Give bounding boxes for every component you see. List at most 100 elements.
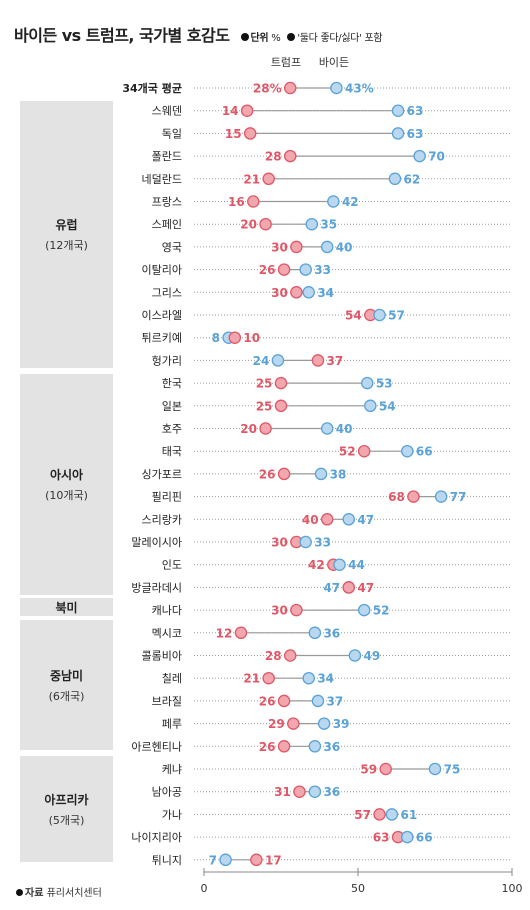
biden-dot xyxy=(391,127,405,140)
biden-dot xyxy=(342,513,356,526)
biden-value-label: 47 xyxy=(323,581,340,595)
trump-value-label: 17 xyxy=(265,853,282,867)
trump-value-label: 28% xyxy=(253,82,282,96)
trump-value-label: 26 xyxy=(259,263,276,277)
biden-dot xyxy=(373,308,386,322)
country-label: 말레이시아 xyxy=(131,536,182,549)
trump-dot xyxy=(274,376,288,390)
trump-value-label: 21 xyxy=(243,672,260,686)
biden-value-label: 33 xyxy=(314,263,331,277)
country-label: 싱가포르 xyxy=(142,468,182,481)
country-label: 페루 xyxy=(162,718,182,731)
region-asia: 아시아 (10개국) xyxy=(20,374,113,595)
biden-dot xyxy=(357,603,371,617)
unit-value: % xyxy=(271,33,281,44)
trump-value-label: 54 xyxy=(345,309,362,323)
trump-dot xyxy=(290,286,303,299)
trump-dot xyxy=(259,217,272,231)
trump-dot xyxy=(277,694,291,708)
trump-value-label: 26 xyxy=(259,467,276,481)
trump-value-label: 30 xyxy=(271,286,288,300)
country-label: 가나 xyxy=(162,808,182,821)
trump-value-label: 63 xyxy=(373,831,390,845)
region-latin-america: 중남미 (6개국) xyxy=(20,620,113,750)
trump-dot xyxy=(320,513,334,526)
biden-value-label: 24 xyxy=(253,354,270,368)
trump-value-label: 52 xyxy=(339,445,356,459)
biden-value-label: 53 xyxy=(376,377,393,391)
trump-dot xyxy=(277,467,291,481)
region-europe: 유럽 (12개국) xyxy=(20,101,113,368)
biden-value-label: 44 xyxy=(348,558,365,572)
trump-value-label: 21 xyxy=(243,172,260,186)
trump-value-label: 29 xyxy=(268,717,285,731)
biden-value-label: 36 xyxy=(323,785,340,799)
biden-dot xyxy=(364,399,377,413)
country-label: 남아공 xyxy=(152,786,182,799)
biden-value-label: 49 xyxy=(364,649,381,663)
region-name: 유럽 xyxy=(55,218,78,232)
country-label: 튀니지 xyxy=(152,854,182,867)
country-label: 인도 xyxy=(162,559,182,572)
biden-value-label: 77 xyxy=(450,490,467,504)
biden-value-label: 37 xyxy=(327,694,344,708)
biden-dot xyxy=(333,558,346,571)
trump-value-label: 28 xyxy=(265,649,282,663)
trump-dot xyxy=(274,399,288,413)
trump-dot xyxy=(283,81,297,95)
country-label: 이탈리아 xyxy=(142,264,182,277)
source-note: 자료 퓨리서치센터 xyxy=(16,884,102,899)
biden-value-label: 54 xyxy=(379,399,396,413)
trump-dot xyxy=(293,785,306,798)
region-count: (10개국) xyxy=(45,489,88,502)
country-label: 일본 xyxy=(162,399,182,413)
biden-value-label: 57 xyxy=(388,309,405,323)
chart-title: 바이든 vs 트럼프, 국가별 호감도 xyxy=(14,26,230,45)
trump-value-label: 12 xyxy=(216,626,233,640)
trump-dot xyxy=(277,263,291,276)
biden-dot xyxy=(330,81,343,95)
trump-value-label: 40 xyxy=(302,513,319,527)
biden-value-label: 63 xyxy=(407,127,424,141)
x-tick-label: 100 xyxy=(502,882,523,895)
trump-value-label: 20 xyxy=(240,218,257,232)
country-label: 나이지리아 xyxy=(131,831,182,844)
country-label: 케냐 xyxy=(162,763,182,776)
country-label: 칠레 xyxy=(162,672,182,685)
trump-dot xyxy=(262,172,275,186)
biden-value-label: 47 xyxy=(357,513,374,527)
region-africa: 아프리카 (5개국) xyxy=(20,756,113,862)
biden-value-label: 36 xyxy=(323,740,340,754)
biden-value-label: 33 xyxy=(314,536,331,550)
trump-dot xyxy=(259,422,272,435)
region-count: (12개국) xyxy=(45,239,88,252)
biden-value-label: 36 xyxy=(323,626,340,640)
country-label: 방글라데시 xyxy=(131,581,182,594)
biden-dot xyxy=(360,376,374,390)
biden-dot xyxy=(434,490,448,503)
biden-value-label: 66 xyxy=(416,445,433,459)
biden-dot xyxy=(219,853,232,867)
trump-dot xyxy=(262,671,275,685)
legend-biden: 바이든 xyxy=(318,56,350,69)
trump-dot xyxy=(379,762,392,776)
country-label: 네덜란드 xyxy=(142,173,182,186)
bullet-icon xyxy=(240,33,249,41)
unit-label: 단위 xyxy=(250,33,269,44)
biden-value-label: 75 xyxy=(444,763,461,777)
trump-value-label: 16 xyxy=(228,195,245,209)
bullet-icon xyxy=(287,33,296,41)
biden-value-label: 40 xyxy=(336,422,353,436)
biden-dot xyxy=(317,717,331,730)
biden-dot xyxy=(305,217,319,231)
country-label: 캐나다 xyxy=(152,604,182,617)
biden-dot xyxy=(308,626,322,640)
trump-dot xyxy=(373,808,386,821)
trump-dot xyxy=(357,444,371,458)
country-label: 브라질 xyxy=(152,695,182,708)
country-label: 헝가리 xyxy=(152,354,182,367)
biden-value-label: 62 xyxy=(404,172,421,186)
biden-dot xyxy=(308,740,322,753)
biden-dot xyxy=(388,172,402,186)
